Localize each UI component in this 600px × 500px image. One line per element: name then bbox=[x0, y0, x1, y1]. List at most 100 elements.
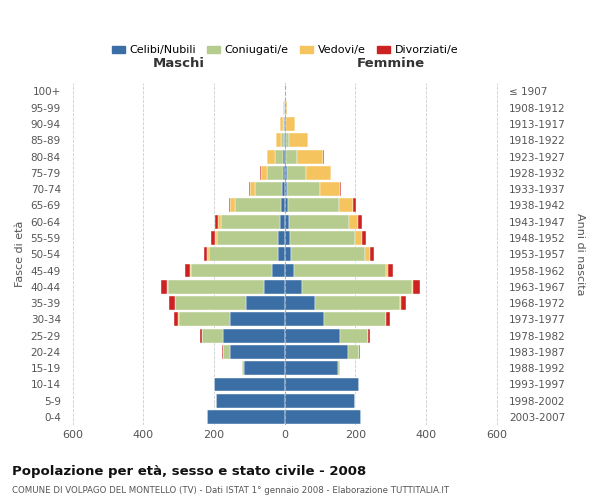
Bar bbox=[230, 198, 235, 212]
Bar bbox=[365, 248, 370, 261]
Bar bbox=[211, 231, 215, 245]
Bar bbox=[285, 182, 287, 196]
Legend: Celibi/Nubili, Coniugati/e, Vedovi/e, Divorziati/e: Celibi/Nubili, Coniugati/e, Vedovi/e, Di… bbox=[107, 41, 463, 60]
Bar bbox=[179, 312, 230, 326]
Bar bbox=[281, 198, 285, 212]
Bar bbox=[283, 166, 285, 180]
Text: Femmine: Femmine bbox=[357, 58, 425, 70]
Bar bbox=[286, 117, 295, 131]
Bar bbox=[386, 264, 388, 278]
Bar bbox=[221, 215, 280, 228]
Bar bbox=[306, 166, 331, 180]
Bar bbox=[215, 231, 217, 245]
Bar bbox=[175, 296, 246, 310]
Bar bbox=[388, 264, 394, 278]
Bar bbox=[229, 198, 230, 212]
Bar bbox=[289, 134, 308, 147]
Bar bbox=[178, 312, 179, 326]
Bar bbox=[263, 280, 285, 293]
Bar bbox=[400, 296, 401, 310]
Bar bbox=[413, 280, 420, 293]
Bar bbox=[169, 296, 175, 310]
Bar bbox=[174, 312, 178, 326]
Bar bbox=[287, 198, 339, 212]
Bar bbox=[268, 150, 275, 164]
Bar bbox=[284, 117, 285, 131]
Bar bbox=[185, 264, 190, 278]
Bar bbox=[223, 345, 230, 359]
Bar bbox=[297, 150, 323, 164]
Bar bbox=[217, 231, 278, 245]
Y-axis label: Anni di nascita: Anni di nascita bbox=[575, 213, 585, 296]
Bar bbox=[275, 150, 283, 164]
Bar bbox=[287, 166, 306, 180]
Bar bbox=[285, 101, 287, 114]
Bar bbox=[208, 248, 209, 261]
Bar bbox=[209, 248, 278, 261]
Bar bbox=[283, 150, 285, 164]
Bar bbox=[190, 264, 191, 278]
Bar bbox=[260, 166, 261, 180]
Bar bbox=[214, 378, 285, 392]
Bar bbox=[368, 328, 370, 342]
Y-axis label: Fasce di età: Fasce di età bbox=[15, 221, 25, 288]
Bar bbox=[340, 328, 368, 342]
Bar bbox=[302, 280, 412, 293]
Bar bbox=[358, 215, 362, 228]
Bar bbox=[272, 264, 285, 278]
Bar bbox=[244, 362, 285, 375]
Bar bbox=[370, 248, 374, 261]
Bar bbox=[222, 345, 223, 359]
Bar bbox=[285, 345, 349, 359]
Bar bbox=[191, 264, 272, 278]
Bar bbox=[323, 312, 386, 326]
Bar bbox=[285, 296, 315, 310]
Bar bbox=[204, 248, 208, 261]
Bar bbox=[285, 150, 286, 164]
Bar bbox=[285, 248, 291, 261]
Bar bbox=[168, 280, 263, 293]
Bar bbox=[223, 328, 285, 342]
Bar bbox=[291, 248, 365, 261]
Bar bbox=[235, 198, 281, 212]
Bar bbox=[349, 345, 359, 359]
Bar bbox=[246, 296, 285, 310]
Bar bbox=[261, 166, 267, 180]
Bar bbox=[207, 410, 285, 424]
Bar bbox=[284, 134, 285, 147]
Bar bbox=[267, 166, 283, 180]
Bar bbox=[286, 150, 297, 164]
Text: COMUNE DI VOLPAGO DEL MONTELLO (TV) - Dati ISTAT 1° gennaio 2008 - Elaborazione : COMUNE DI VOLPAGO DEL MONTELLO (TV) - Da… bbox=[12, 486, 449, 495]
Bar bbox=[230, 312, 285, 326]
Bar bbox=[339, 198, 353, 212]
Bar bbox=[275, 134, 281, 147]
Bar bbox=[285, 215, 289, 228]
Bar bbox=[283, 117, 284, 131]
Bar bbox=[280, 117, 283, 131]
Bar bbox=[338, 362, 340, 375]
Bar bbox=[359, 345, 360, 359]
Bar bbox=[285, 362, 338, 375]
Bar bbox=[315, 296, 400, 310]
Bar bbox=[285, 198, 287, 212]
Bar bbox=[285, 328, 340, 342]
Bar bbox=[386, 312, 390, 326]
Bar bbox=[285, 378, 359, 392]
Bar bbox=[323, 150, 324, 164]
Bar bbox=[242, 362, 244, 375]
Bar bbox=[401, 296, 406, 310]
Bar bbox=[349, 215, 358, 228]
Bar bbox=[161, 280, 167, 293]
Bar bbox=[412, 280, 413, 293]
Bar bbox=[285, 312, 323, 326]
Text: Popolazione per età, sesso e stato civile - 2008: Popolazione per età, sesso e stato civil… bbox=[12, 465, 366, 478]
Bar bbox=[218, 215, 221, 228]
Bar bbox=[215, 215, 218, 228]
Bar bbox=[320, 182, 340, 196]
Bar bbox=[286, 134, 289, 147]
Bar bbox=[285, 410, 361, 424]
Bar bbox=[353, 198, 356, 212]
Bar bbox=[278, 248, 285, 261]
Bar bbox=[362, 231, 366, 245]
Bar bbox=[281, 134, 284, 147]
